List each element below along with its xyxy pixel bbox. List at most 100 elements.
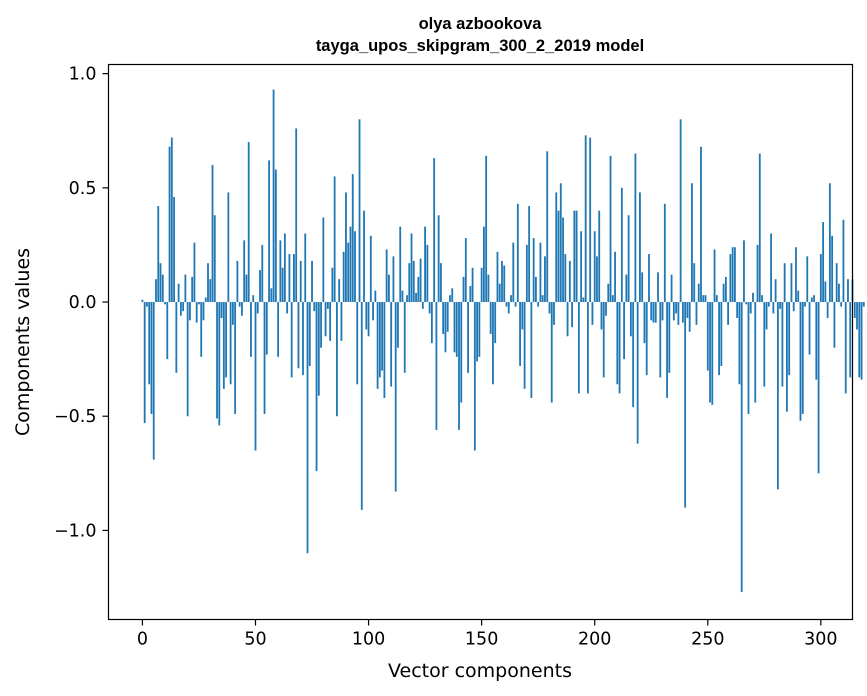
plot-area-frame bbox=[107, 63, 854, 621]
bar bbox=[320, 302, 322, 348]
bar bbox=[523, 302, 526, 389]
bar bbox=[792, 302, 795, 312]
bar bbox=[740, 302, 743, 593]
bar bbox=[189, 302, 191, 321]
y-tick-label: −1.0 bbox=[54, 521, 97, 541]
bar bbox=[324, 302, 327, 337]
bar bbox=[657, 272, 659, 303]
bar bbox=[752, 292, 754, 303]
bar bbox=[668, 302, 671, 373]
bar bbox=[254, 302, 257, 451]
bar bbox=[609, 155, 612, 303]
bar bbox=[351, 174, 354, 303]
bar bbox=[573, 210, 576, 303]
bar bbox=[329, 302, 332, 341]
bar bbox=[236, 260, 239, 303]
bars-series bbox=[141, 89, 865, 593]
bar bbox=[770, 233, 772, 303]
bar bbox=[840, 302, 843, 307]
bar bbox=[548, 302, 551, 314]
bar bbox=[575, 210, 578, 303]
bar bbox=[860, 302, 863, 380]
bar bbox=[627, 215, 630, 303]
bar bbox=[234, 302, 237, 414]
bar bbox=[415, 292, 417, 303]
bar bbox=[492, 302, 494, 385]
bar bbox=[544, 256, 546, 303]
bar bbox=[347, 242, 350, 303]
bar bbox=[743, 240, 745, 303]
bar bbox=[713, 249, 716, 303]
bar bbox=[345, 192, 347, 303]
bar bbox=[480, 267, 483, 303]
bar bbox=[749, 302, 752, 314]
y-axis-label: Components values bbox=[12, 248, 34, 436]
bar bbox=[806, 256, 809, 303]
bar bbox=[378, 302, 381, 378]
bar bbox=[222, 302, 225, 389]
bar bbox=[693, 263, 696, 303]
bar bbox=[688, 302, 691, 332]
bar bbox=[295, 128, 298, 303]
bar bbox=[847, 279, 849, 303]
bar bbox=[317, 302, 320, 396]
bar bbox=[614, 251, 616, 303]
bar bbox=[862, 302, 865, 307]
bar bbox=[369, 235, 372, 303]
bar bbox=[501, 260, 503, 303]
bar bbox=[277, 302, 280, 357]
bar bbox=[799, 302, 802, 421]
bar bbox=[535, 276, 537, 303]
bar bbox=[442, 302, 445, 335]
bar bbox=[471, 267, 474, 303]
bar bbox=[754, 302, 757, 403]
bar bbox=[641, 272, 644, 303]
bar bbox=[562, 217, 564, 303]
bar bbox=[458, 302, 460, 430]
bar bbox=[363, 210, 365, 303]
bar bbox=[340, 302, 343, 341]
bar bbox=[469, 286, 472, 303]
bar bbox=[274, 169, 277, 303]
bar bbox=[218, 302, 221, 426]
bar bbox=[227, 192, 230, 303]
bar bbox=[514, 302, 517, 307]
bar bbox=[211, 164, 214, 303]
bar bbox=[681, 302, 684, 323]
bar bbox=[822, 222, 825, 303]
bar bbox=[819, 254, 822, 303]
bar bbox=[489, 302, 492, 335]
bar bbox=[216, 302, 218, 419]
bar bbox=[763, 302, 766, 387]
bar bbox=[758, 153, 761, 303]
x-tick-label: 50 bbox=[244, 630, 266, 650]
bar bbox=[186, 302, 189, 417]
bar bbox=[654, 302, 657, 323]
bar bbox=[557, 210, 560, 303]
bar bbox=[356, 302, 359, 385]
chart-title-line-2: tayga_upos_skipgram_300_2_2019 model bbox=[316, 37, 644, 55]
bar bbox=[372, 302, 374, 321]
bar bbox=[231, 302, 234, 325]
bar bbox=[643, 302, 646, 344]
bar bbox=[430, 302, 433, 344]
bar bbox=[838, 283, 840, 303]
bar bbox=[858, 302, 861, 378]
bar bbox=[623, 302, 625, 360]
bar bbox=[397, 302, 399, 348]
bar bbox=[589, 137, 592, 303]
bar bbox=[718, 302, 720, 376]
x-axis-ticks: 0 50 100 150 200 250 300 bbox=[137, 619, 838, 650]
bar bbox=[182, 302, 185, 312]
bar bbox=[259, 270, 261, 303]
bar bbox=[338, 279, 341, 303]
bar bbox=[315, 302, 318, 472]
bar bbox=[559, 183, 562, 303]
bar bbox=[783, 263, 786, 303]
bar bbox=[697, 283, 700, 303]
y-axis-ticks: 1.0 0.5 0.0 −0.5 −1.0 bbox=[54, 65, 109, 541]
bar bbox=[532, 238, 535, 303]
bar bbox=[175, 302, 178, 373]
bar bbox=[817, 302, 820, 474]
